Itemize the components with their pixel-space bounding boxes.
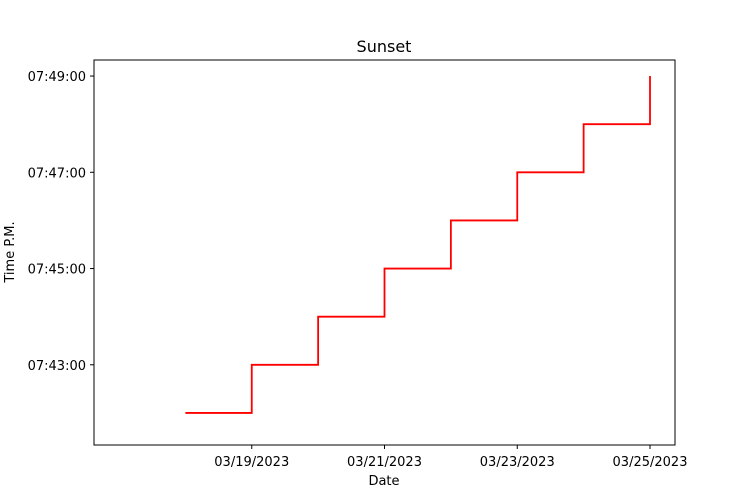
y-tick-label: 07:45:00	[28, 263, 86, 278]
plot-area	[185, 76, 651, 414]
y-axis-label: Time P.M.	[3, 221, 18, 283]
x-axis: 03/19/2023 03/21/2023 03/23/2023 03/25/2023	[214, 445, 687, 470]
x-tick-label: 03/19/2023	[214, 455, 289, 470]
x-tick-label: 03/25/2023	[613, 455, 688, 470]
x-axis-label: Date	[368, 474, 399, 489]
series-line	[185, 76, 651, 414]
y-tick-label: 07:43:00	[28, 359, 86, 374]
x-tick-label: 03/21/2023	[347, 455, 422, 470]
plot-frame	[93, 59, 676, 446]
x-tick-label: 03/23/2023	[480, 455, 555, 470]
chart-title: Sunset	[357, 37, 412, 56]
y-axis: 07:43:00 07:45:00 07:47:00 07:49:00	[28, 70, 94, 374]
y-tick-label: 07:47:00	[28, 166, 86, 181]
y-tick-label: 07:49:00	[28, 70, 86, 85]
